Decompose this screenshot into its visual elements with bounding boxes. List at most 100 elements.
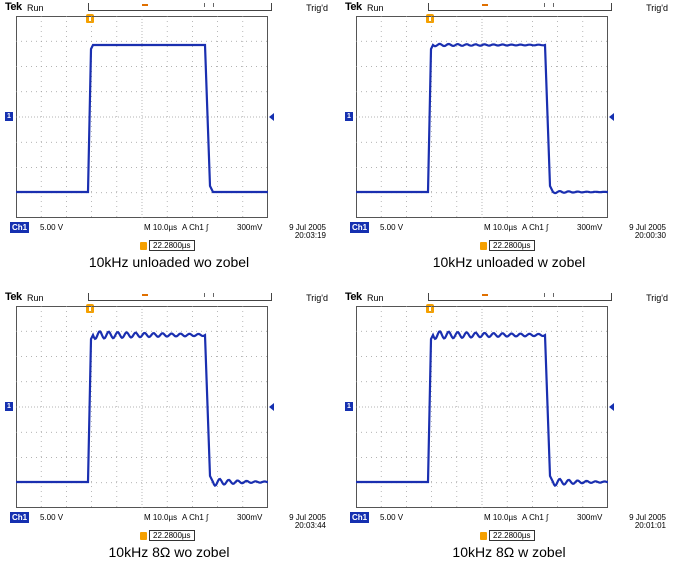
trigger-status: Trig'd bbox=[306, 3, 328, 13]
volts-per-div: 5.00 V bbox=[380, 513, 404, 522]
channel-badge: Ch1 bbox=[350, 512, 370, 523]
ch1-waveform-trace bbox=[16, 330, 268, 487]
channel-badge: Ch1 bbox=[10, 512, 30, 523]
record-window-icon bbox=[204, 3, 214, 7]
trigger-position-icon bbox=[86, 304, 94, 313]
trigger-level-arrow-icon bbox=[609, 403, 614, 411]
record-window-icon bbox=[544, 3, 554, 7]
status-bar: Ch1 5.00 V M 10.0µs A Ch1 ∫ 300mV bbox=[344, 512, 674, 524]
timebase: M 10.0µs bbox=[484, 513, 518, 522]
channel-badge: Ch1 bbox=[350, 222, 370, 233]
trigger-level-arrow-icon bbox=[269, 113, 274, 121]
volts-per-div: 5.00 V bbox=[380, 223, 404, 232]
trigger-level: 300mV bbox=[237, 223, 263, 232]
ch1-ground-marker-icon: 1 bbox=[345, 402, 353, 411]
delay-value: 22.2800µs bbox=[149, 530, 195, 541]
delay-readout: 22.2800µs bbox=[140, 240, 195, 251]
scope-header: Tek Run Trig'd bbox=[344, 290, 674, 306]
trigger-mark-icon bbox=[482, 4, 488, 6]
ch1-ground-marker-icon: 1 bbox=[345, 112, 353, 121]
status-bar: Ch1 5.00 V M 10.0µs A Ch1 ∫ 300mV bbox=[4, 512, 334, 524]
waveform-display bbox=[16, 16, 268, 218]
delay-readout: 22.2800µs bbox=[480, 240, 535, 251]
scope-header: Tek Run Trig'd bbox=[344, 0, 674, 16]
scope-panel-4: Tek Run Trig'd 1 Ch1 5.00 V M 10.0µs A C… bbox=[344, 290, 674, 572]
panel-caption: 10kHz unloaded wo zobel bbox=[88, 254, 250, 270]
time-label: 20:00:30 bbox=[634, 231, 666, 240]
time-label: 20:01:01 bbox=[634, 521, 666, 530]
delay-readout: 22.2800µs bbox=[140, 530, 195, 541]
timestamp: 9 Jul 2005 20:03:19 bbox=[278, 224, 326, 240]
scope-panel-3: Tek Run Trig'd 1 Ch1 5.00 V M 10.0µs A C… bbox=[4, 290, 334, 572]
volts-per-div: 5.00 V bbox=[40, 513, 64, 522]
scope-panel-2: Tek Run Trig'd 1 Ch1 5.00 V M 10.0µs A C… bbox=[344, 0, 674, 282]
waveform-display bbox=[356, 16, 608, 218]
scope-header: Tek Run Trig'd bbox=[4, 290, 334, 306]
brand-logo: Tek bbox=[345, 1, 362, 13]
run-state: Run bbox=[367, 3, 384, 13]
trigger-source: A Ch1 ∫ bbox=[182, 513, 209, 522]
brand-logo: Tek bbox=[5, 291, 22, 303]
run-state: Run bbox=[367, 293, 384, 303]
status-bar: Ch1 5.00 V M 10.0µs A Ch1 ∫ 300mV bbox=[4, 222, 334, 234]
brand-logo: Tek bbox=[5, 1, 22, 13]
date-label: 9 Jul 2005 bbox=[289, 223, 326, 232]
record-position-bar bbox=[88, 293, 272, 301]
trigger-status: Trig'd bbox=[646, 3, 668, 13]
trigger-source: A Ch1 ∫ bbox=[182, 223, 209, 232]
panel-caption: 10kHz 8Ω w zobel bbox=[452, 544, 566, 560]
date-label: 9 Jul 2005 bbox=[629, 513, 666, 522]
timebase: M 10.0µs bbox=[484, 223, 518, 232]
trigger-position-icon bbox=[426, 14, 434, 23]
record-window-icon bbox=[544, 293, 554, 297]
record-window-icon bbox=[204, 293, 214, 297]
ch1-waveform-trace bbox=[356, 42, 608, 195]
waveform-display bbox=[16, 306, 268, 508]
trigger-level-arrow-icon bbox=[269, 403, 274, 411]
delay-value: 22.2800µs bbox=[489, 530, 535, 541]
scope-panel-1: Tek Run Trig'd 1 Ch1 5.00 V M 10.0µs A C… bbox=[4, 0, 334, 282]
scope-header: Tek Run Trig'd bbox=[4, 0, 334, 16]
timebase: M 10.0µs bbox=[144, 223, 178, 232]
record-position-bar bbox=[428, 3, 612, 11]
trigger-mark-icon bbox=[142, 294, 148, 296]
timestamp: 9 Jul 2005 20:00:30 bbox=[618, 224, 666, 240]
trigger-level-arrow-icon bbox=[609, 113, 614, 121]
ch1-waveform-trace bbox=[16, 43, 268, 194]
trigger-mark-icon bbox=[142, 4, 148, 6]
timestamp: 9 Jul 2005 20:03:44 bbox=[278, 514, 326, 530]
date-label: 9 Jul 2005 bbox=[289, 513, 326, 522]
trigger-status: Trig'd bbox=[306, 293, 328, 303]
timebase: M 10.0µs bbox=[144, 513, 178, 522]
trigger-source: A Ch1 ∫ bbox=[522, 223, 549, 232]
delay-value: 22.2800µs bbox=[149, 240, 195, 251]
delay-icon bbox=[140, 241, 147, 250]
date-label: 9 Jul 2005 bbox=[629, 223, 666, 232]
panel-caption: 10kHz 8Ω wo zobel bbox=[108, 544, 230, 560]
trigger-level: 300mV bbox=[577, 223, 603, 232]
trigger-mark-icon bbox=[482, 294, 488, 296]
trigger-status: Trig'd bbox=[646, 293, 668, 303]
trigger-level: 300mV bbox=[577, 513, 603, 522]
delay-icon bbox=[480, 531, 487, 540]
time-label: 20:03:44 bbox=[294, 521, 326, 530]
trigger-position-icon bbox=[86, 14, 94, 23]
timestamp: 9 Jul 2005 20:01:01 bbox=[618, 514, 666, 530]
channel-badge: Ch1 bbox=[10, 222, 30, 233]
delay-readout: 22.2800µs bbox=[480, 530, 535, 541]
trigger-level: 300mV bbox=[237, 513, 263, 522]
ch1-waveform-trace bbox=[356, 330, 608, 487]
delay-icon bbox=[140, 531, 147, 540]
delay-value: 22.2800µs bbox=[489, 240, 535, 251]
panel-caption: 10kHz unloaded w zobel bbox=[432, 254, 586, 270]
status-bar: Ch1 5.00 V M 10.0µs A Ch1 ∫ 300mV bbox=[344, 222, 674, 234]
trigger-position-icon bbox=[426, 304, 434, 313]
run-state: Run bbox=[27, 3, 44, 13]
waveform-display bbox=[356, 306, 608, 508]
trigger-source: A Ch1 ∫ bbox=[522, 513, 549, 522]
brand-logo: Tek bbox=[345, 291, 362, 303]
ch1-ground-marker-icon: 1 bbox=[5, 402, 13, 411]
ch1-ground-marker-icon: 1 bbox=[5, 112, 13, 121]
record-position-bar bbox=[88, 3, 272, 11]
run-state: Run bbox=[27, 293, 44, 303]
